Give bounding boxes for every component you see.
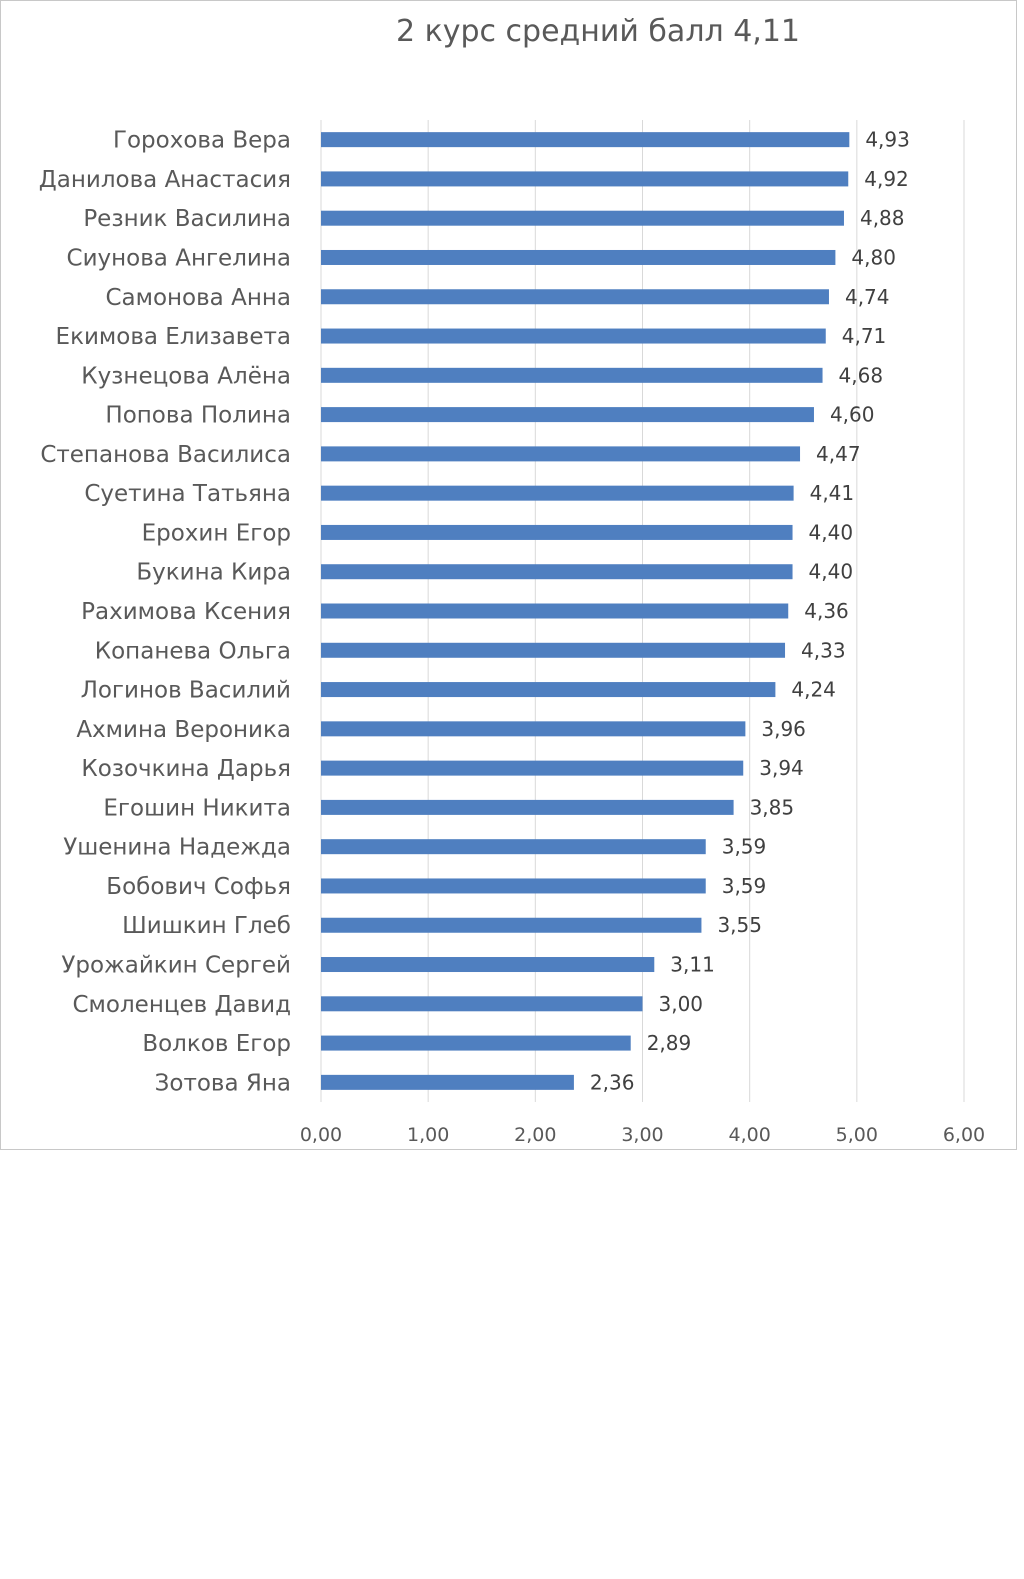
data-label: 4,40	[809, 520, 854, 544]
x-tick-label: 6,00	[943, 1124, 985, 1146]
category-label: Шишкин Глеб	[122, 913, 291, 939]
category-label: Егошин Никита	[103, 795, 291, 821]
data-label: 2,89	[647, 1031, 692, 1055]
data-label: 4,92	[864, 167, 909, 191]
data-label: 4,71	[842, 324, 887, 348]
data-label: 4,88	[860, 206, 905, 230]
category-label: Данилова Анастасия	[39, 167, 291, 193]
category-label: Волков Егор	[142, 1031, 291, 1057]
data-label: 3,59	[722, 835, 767, 859]
bar	[321, 878, 706, 894]
bar	[321, 760, 744, 776]
data-label: 3,55	[717, 913, 762, 937]
bar	[321, 171, 849, 187]
category-label: Екимова Елизавета	[56, 324, 291, 350]
data-label: 4,40	[809, 560, 854, 584]
data-label: 3,00	[659, 992, 704, 1016]
category-labels: Горохова Вера Данилова Анастасия Резник Ва…	[39, 128, 291, 1097]
category-label: Резник Василина	[83, 206, 291, 232]
category-label: Попова Полина	[105, 403, 291, 429]
bar	[321, 328, 826, 344]
chart-title: 2 курс средний балл 4,11	[396, 14, 800, 49]
data-label: 4,80	[851, 245, 896, 269]
category-label: Суетина Татьяна	[84, 481, 291, 507]
bar	[321, 799, 734, 815]
x-axis-ticks: 0,00 1,00 2,00 3,00 4,00 5,00 6,00	[300, 1124, 985, 1146]
x-tick-label: 0,00	[300, 1124, 342, 1146]
data-label: 3,96	[761, 717, 806, 741]
data-label: 4,93	[865, 128, 910, 152]
bar	[321, 957, 655, 973]
chart-frame: 2 курс средний балл 4,11 Горохова Вера Да…	[0, 0, 1017, 1150]
category-label: Ахмина Вероника	[76, 717, 291, 743]
bar	[321, 524, 793, 540]
data-label: 4,33	[801, 638, 846, 662]
bar	[321, 682, 776, 698]
x-tick-label: 2,00	[514, 1124, 556, 1146]
category-label: Ушенина Надежда	[63, 835, 291, 861]
data-label: 4,74	[845, 285, 890, 309]
x-tick-label: 1,00	[407, 1124, 449, 1146]
x-tick-label: 4,00	[729, 1124, 771, 1146]
category-label: Кузнецова Алёна	[81, 363, 291, 389]
category-label: Букина Кира	[136, 560, 291, 586]
data-label: 4,47	[816, 442, 861, 466]
bar	[321, 485, 794, 501]
category-label: Смоленцев Давид	[72, 992, 291, 1018]
category-label: Горохова Вера	[113, 128, 291, 154]
category-label: Урожайкин Сергей	[61, 953, 291, 979]
x-tick-label: 5,00	[836, 1124, 878, 1146]
data-label: 3,85	[750, 795, 795, 819]
bar	[321, 446, 801, 462]
data-label: 3,11	[670, 953, 715, 977]
category-label: Самонова Анна	[105, 285, 291, 311]
category-label: Бобович Софья	[106, 874, 291, 900]
bar	[321, 367, 823, 383]
data-label: 4,24	[791, 678, 836, 702]
bar	[321, 642, 786, 658]
data-label: 3,94	[759, 756, 804, 780]
data-label: 4,60	[830, 403, 875, 427]
bar	[321, 1035, 631, 1051]
bar	[321, 407, 814, 423]
category-label: Ерохин Егор	[142, 520, 291, 546]
bar	[321, 721, 746, 737]
category-label: Рахимова Ксения	[81, 599, 291, 625]
category-label: Зотова Яна	[155, 1070, 291, 1096]
data-label: 4,36	[804, 599, 849, 623]
data-label: 3,59	[722, 874, 767, 898]
x-tick-label: 3,00	[621, 1124, 663, 1146]
data-label: 4,68	[839, 363, 884, 387]
category-label: Сиунова Ангелина	[67, 245, 291, 271]
bar	[321, 132, 850, 148]
bar	[321, 564, 793, 580]
bar	[321, 603, 789, 619]
bar	[321, 839, 706, 855]
bar	[321, 289, 829, 305]
bar	[321, 917, 702, 933]
category-label: Копанева Ольга	[95, 638, 291, 664]
data-label: 4,41	[810, 481, 855, 505]
bar	[321, 249, 836, 265]
bar-chart: 2 курс средний балл 4,11 Горохова Вера Да…	[39, 14, 985, 1146]
category-label: Степанова Василиса	[40, 442, 291, 468]
value-labels: 4,93 4,92 4,88 4,80 4,74 4,71 4,68 4,60 4,47 4,41…	[590, 128, 910, 1095]
category-label: Логинов Василий	[81, 678, 291, 704]
data-label: 2,36	[590, 1070, 635, 1094]
bar	[321, 996, 643, 1012]
bar	[321, 1074, 574, 1090]
bars	[321, 132, 850, 1090]
bar	[321, 210, 844, 226]
category-label: Козочкина Дарья	[81, 756, 291, 782]
